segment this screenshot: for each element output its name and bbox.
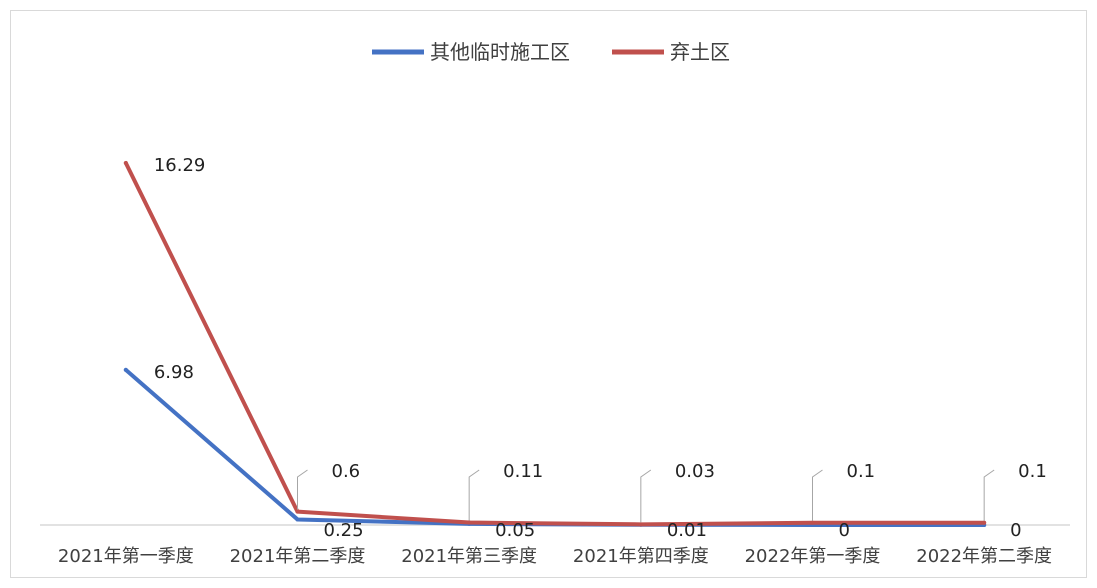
data-point: [810, 520, 815, 525]
data-point: [295, 509, 300, 514]
data-label: 0.11: [503, 461, 543, 482]
leader-line: [812, 469, 823, 521]
data-point: [123, 367, 128, 372]
data-label: 0.1: [1018, 461, 1047, 482]
data-label: 0: [1010, 520, 1021, 541]
leader-line: [640, 469, 652, 523]
data-point: [295, 517, 300, 522]
data-label: 0.1: [847, 461, 876, 482]
data-label: 0.01: [667, 520, 707, 541]
series-lines: [123, 161, 987, 527]
legend: 其他临时施工区 弃土区: [372, 40, 730, 64]
x-tick-label: 2021年第二季度: [230, 546, 366, 567]
x-tick-labels: 2021年第一季度 2021年第二季度 2021年第三季度 2021年第四季度 2022…: [58, 546, 1052, 567]
data-label: 0: [839, 520, 850, 541]
x-tick-label: 2021年第一季度: [58, 546, 194, 567]
data-point: [982, 520, 987, 525]
data-point: [467, 520, 472, 525]
leader-line: [468, 469, 480, 521]
series-line: [123, 161, 987, 527]
leader-line: [983, 469, 995, 521]
data-point: [638, 522, 643, 527]
legend-label: 弃土区: [670, 40, 730, 64]
x-tick-label: 2021年第四季度: [573, 546, 709, 567]
data-label: 0.05: [495, 520, 535, 541]
data-point: [123, 161, 128, 165]
x-tick-label: 2022年第一季度: [745, 546, 881, 567]
x-tick-label: 2022年第二季度: [916, 546, 1052, 567]
leader-line: [297, 469, 308, 510]
legend-label: 其他临时施工区: [430, 40, 570, 64]
x-tick-label: 2021年第三季度: [401, 546, 537, 567]
data-label: 0.25: [324, 520, 364, 541]
data-labels: 16.29 6.98 0.6 0.25 0.11 0.05 0.03 0.01 0.1 0 0.1 0: [154, 155, 1047, 541]
data-label: 0.6: [332, 461, 361, 482]
data-label: 16.29: [154, 155, 206, 176]
data-label: 6.98: [154, 362, 194, 383]
series-line: [123, 367, 987, 527]
data-label: 0.03: [675, 461, 715, 482]
